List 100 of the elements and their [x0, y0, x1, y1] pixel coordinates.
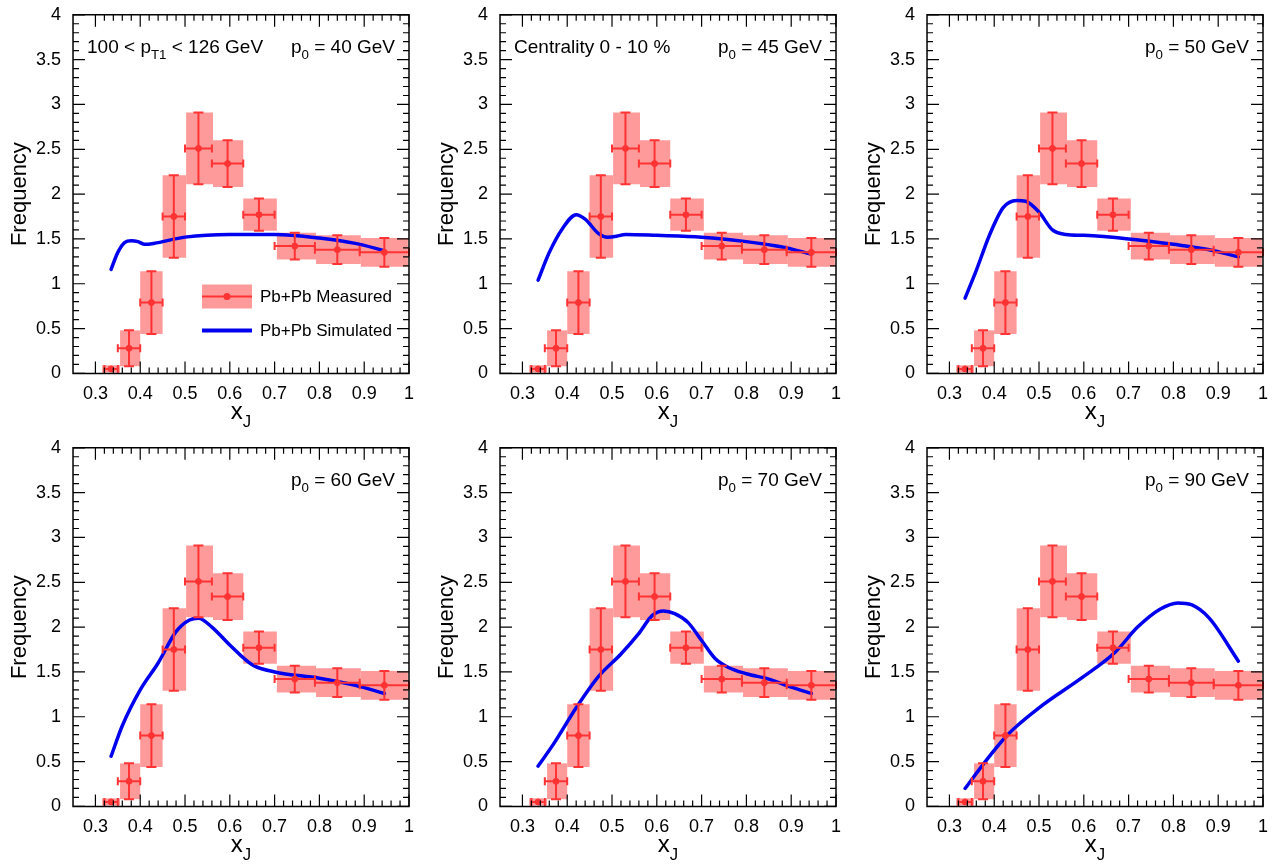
y-tick-label: 0.5 — [35, 750, 62, 771]
y-tick-label: 0.5 — [462, 317, 489, 338]
x-tick-label: 0.3 — [509, 816, 535, 837]
y-tick-label: 2.5 — [462, 138, 489, 159]
y-tick-label: 1 — [905, 705, 916, 726]
y-tick-label: 2 — [905, 616, 916, 637]
y-tick-label: 4 — [51, 3, 62, 24]
y-tick-label: 0 — [905, 362, 916, 383]
x-tick-label: 0.4 — [127, 383, 153, 404]
y-tick-label: 3.5 — [889, 48, 916, 69]
x-tick-label: 0.7 — [1116, 816, 1142, 837]
y-tick-label: 1 — [478, 705, 489, 726]
y-tick-label: 3 — [478, 93, 489, 114]
x-tick-label: 0.5 — [172, 816, 198, 837]
annotation: Centrality 0 - 10 % — [514, 35, 671, 57]
y-tick-label: 4 — [478, 3, 489, 24]
y-tick-label: 2 — [478, 616, 489, 637]
y-axis-title: Frequency — [433, 142, 458, 247]
y-tick-label: 2.5 — [35, 571, 62, 592]
x-tick-label: 0.3 — [936, 816, 962, 837]
y-tick-label: 3 — [905, 93, 916, 114]
y-axis-title: Frequency — [6, 575, 31, 680]
y-tick-label: 1 — [478, 272, 489, 293]
y-tick-label: 0.5 — [35, 317, 62, 338]
y-tick-label: 3.5 — [889, 481, 916, 502]
y-tick-label: 2 — [51, 183, 62, 204]
x-tick-label: 0.4 — [981, 816, 1007, 837]
y-tick-label: 2.5 — [35, 138, 62, 159]
x-tick-label: 1 — [1257, 816, 1269, 837]
legend-label: Pb+Pb Simulated — [260, 321, 392, 341]
x-tick-label: 0.6 — [217, 816, 243, 837]
x-tick-label: 0.9 — [778, 816, 804, 837]
y-axis-title: Frequency — [433, 575, 458, 680]
y-tick-label: 2.5 — [462, 571, 489, 592]
x-tick-label: 0.6 — [644, 383, 670, 404]
x-tick-label: 0.3 — [936, 383, 962, 404]
x-tick-label: 0.9 — [1205, 383, 1231, 404]
y-tick-label: 3 — [905, 526, 916, 547]
y-tick-label: 4 — [905, 436, 916, 457]
x-tick-label: 0.8 — [1160, 383, 1186, 404]
y-tick-label: 2.5 — [889, 138, 916, 159]
y-tick-label: 1 — [51, 272, 62, 293]
y-tick-label: 3 — [51, 526, 62, 547]
y-tick-label: 0 — [478, 795, 489, 816]
y-tick-label: 2 — [51, 616, 62, 637]
y-tick-label: 0 — [478, 362, 489, 383]
y-tick-label: 2 — [478, 183, 489, 204]
x-tick-label: 0.5 — [172, 383, 198, 404]
x-tick-label: 0.5 — [1026, 816, 1052, 837]
x-tick-label: 0.4 — [127, 816, 153, 837]
y-tick-label: 0 — [51, 362, 62, 383]
x-tick-label: 0.4 — [981, 383, 1007, 404]
x-tick-label: 1 — [830, 383, 842, 404]
y-tick-label: 1.5 — [889, 227, 916, 248]
x-tick-label: 0.9 — [1205, 816, 1231, 837]
line-series — [536, 609, 814, 768]
x-tick-label: 1 — [403, 383, 415, 404]
x-tick-label: 0.8 — [1160, 816, 1186, 837]
x-tick-label: 1 — [403, 816, 415, 837]
y-tick-label: 3.5 — [35, 481, 62, 502]
y-tick-label: 3.5 — [462, 48, 489, 69]
y-tick-label: 0.5 — [462, 750, 489, 771]
y-axis-title: Frequency — [860, 575, 885, 680]
y-tick-label: 2 — [905, 183, 916, 204]
x-tick-label: 0.7 — [262, 383, 288, 404]
y-tick-label: 4 — [905, 3, 916, 24]
x-tick-label: 0.9 — [351, 816, 377, 837]
y-tick-label: 4 — [51, 436, 62, 457]
y-tick-label: 0.5 — [889, 750, 916, 771]
x-tick-label: 0.6 — [217, 383, 243, 404]
y-tick-label: 1.5 — [35, 227, 62, 248]
legend-label: Pb+Pb Measured — [260, 287, 392, 307]
x-tick-label: 0.9 — [778, 383, 804, 404]
y-tick-label: 1 — [51, 705, 62, 726]
line-series — [109, 616, 387, 758]
x-tick-label: 0.5 — [599, 383, 625, 404]
x-tick-label: 0.5 — [599, 816, 625, 837]
x-tick-label: 0.7 — [689, 816, 715, 837]
x-tick-label: 0.8 — [306, 816, 332, 837]
y-tick-label: 1 — [905, 272, 916, 293]
y-tick-label: 1.5 — [462, 660, 489, 681]
y-tick-label: 1.5 — [462, 227, 489, 248]
y-tick-label: 3.5 — [462, 481, 489, 502]
line-series — [963, 198, 1241, 300]
x-tick-label: 0.3 — [509, 383, 535, 404]
y-tick-label: 3 — [478, 526, 489, 547]
x-tick-label: 0.6 — [1071, 816, 1097, 837]
y-tick-label: 0 — [905, 795, 916, 816]
line-series — [963, 601, 1241, 791]
y-tick-label: 3 — [51, 93, 62, 114]
y-tick-label: 0 — [51, 795, 62, 816]
x-tick-label: 0.4 — [554, 816, 580, 837]
x-tick-label: 1 — [830, 816, 842, 837]
x-tick-label: 0.3 — [82, 816, 108, 837]
x-tick-label: 0.7 — [1116, 383, 1142, 404]
x-tick-label: 1 — [1257, 383, 1269, 404]
x-tick-label: 0.4 — [554, 383, 580, 404]
y-tick-label: 4 — [478, 436, 489, 457]
y-axis-title: Frequency — [860, 142, 885, 247]
x-tick-label: 0.7 — [689, 383, 715, 404]
